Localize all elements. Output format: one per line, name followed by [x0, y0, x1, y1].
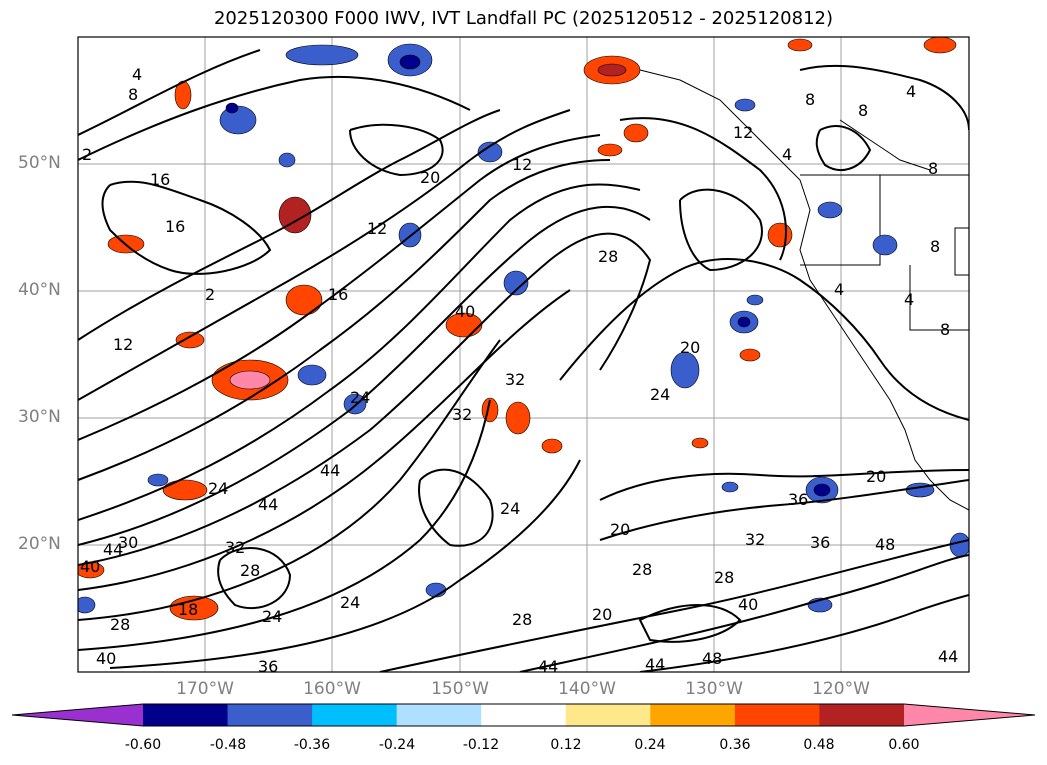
- contour-label: 24: [208, 479, 228, 498]
- colorbar-segment: [734, 704, 820, 726]
- colorbar-segment: [227, 704, 313, 726]
- contour-label: 24: [262, 607, 282, 626]
- contour-label: 24: [650, 385, 670, 404]
- contour-label: 20: [420, 168, 440, 187]
- lat-label: 30°N: [18, 407, 61, 427]
- contour-label: 2: [82, 145, 92, 164]
- contour-label: 24: [500, 499, 520, 518]
- contour-label: 28: [632, 560, 652, 579]
- contour-label: 8: [805, 90, 815, 109]
- contour-label: 40: [455, 302, 475, 321]
- colorbar-tick-label: -0.24: [378, 737, 416, 753]
- contour-label: 36: [810, 533, 830, 552]
- contour-label: 12: [733, 123, 753, 142]
- coastline: [599, 59, 969, 511]
- colorbar-segment: [650, 704, 736, 726]
- colorbar-outline: [11, 703, 1036, 727]
- contour-label: 28: [512, 610, 532, 629]
- contour-label: 12: [512, 155, 532, 174]
- map-plot: 8 4 2 16 16 12 2 16 12 20 12 28 40 32 32…: [77, 36, 970, 676]
- contour-label: 40: [80, 557, 100, 576]
- contour-label: 20: [610, 520, 630, 539]
- contour-label: 44: [258, 495, 278, 514]
- contour-label: 4: [906, 82, 916, 101]
- lon-label: 170°W: [176, 679, 234, 699]
- contour-label: 16: [165, 217, 185, 236]
- colorbar-extend-max: [904, 704, 1035, 726]
- contour-label: 8: [858, 101, 868, 120]
- contour-label: 36: [258, 657, 278, 676]
- colorbar-segment: [396, 704, 482, 726]
- colorbar-segment: [312, 704, 398, 726]
- contour-label: 8: [940, 320, 950, 339]
- contour-label: 32: [745, 530, 765, 549]
- contour-label: 40: [738, 595, 758, 614]
- contour-label: 28: [714, 568, 734, 587]
- contour-label: 4: [132, 65, 142, 84]
- contour-label: 16: [328, 285, 348, 304]
- contour-label: 32: [452, 405, 472, 424]
- lat-label: 20°N: [18, 534, 61, 554]
- contour-label: 4: [904, 290, 914, 309]
- contour-label: 12: [367, 219, 387, 238]
- colorbar-tick-label: 0.36: [719, 737, 751, 753]
- colorbar-tick-label: -0.12: [462, 737, 500, 753]
- lon-label: 120°W: [812, 679, 870, 699]
- colorbar-tick-label: 0.48: [803, 737, 835, 753]
- contour-label: 18: [178, 600, 198, 619]
- colorbar-tick-label: 0.12: [550, 737, 582, 753]
- contour-label: 24: [340, 593, 360, 612]
- contour-label: 44: [103, 540, 123, 559]
- lon-label: 130°W: [685, 679, 743, 699]
- contour-label: 20: [866, 467, 886, 486]
- map-title: 2025120300 F000 IWV, IVT Landfall PC (20…: [213, 8, 834, 29]
- contour-label: 4: [834, 280, 844, 299]
- contour-label: 8: [128, 85, 138, 104]
- colorbar-segment: [819, 704, 905, 726]
- lon-label: 140°W: [558, 679, 616, 699]
- contour-label: 8: [930, 237, 940, 256]
- contour-label: 28: [598, 247, 618, 266]
- contour-label: 4: [782, 145, 792, 164]
- contour-label: 36: [788, 490, 808, 509]
- contour-label: 28: [110, 615, 130, 634]
- contour-label: 16: [150, 170, 170, 189]
- colorbar-tick-label: 0.60: [888, 737, 920, 753]
- contour-label: 20: [680, 338, 700, 357]
- contour-label: 48: [702, 649, 722, 668]
- lat-label: 50°N: [18, 153, 61, 173]
- contour-label: 12: [113, 335, 133, 354]
- contour-label: 28: [240, 561, 260, 580]
- colorbar-segment: [565, 704, 651, 726]
- lon-label: 160°W: [303, 679, 361, 699]
- contour-label: 44: [538, 657, 558, 676]
- colorbar-segment: [143, 704, 229, 726]
- contour-label: 48: [875, 535, 895, 554]
- lon-label: 150°W: [431, 679, 489, 699]
- map-frame: [77, 36, 970, 673]
- contour-label: 24: [350, 388, 370, 407]
- contour-label: 32: [225, 538, 245, 557]
- contour-label: 30: [118, 533, 138, 552]
- colorbar-tick-label: 0.24: [634, 737, 666, 753]
- colorbar-tick-label: -0.60: [124, 737, 162, 753]
- colorbar-segment: [481, 704, 567, 726]
- lat-label: 40°N: [18, 280, 61, 300]
- contour-label: 44: [645, 655, 665, 674]
- contour-label: 20: [592, 605, 612, 624]
- colorbar-tick-label: -0.48: [209, 737, 247, 753]
- contour-label: 32: [505, 370, 525, 389]
- contour-label: 40: [96, 649, 116, 668]
- colorbar-extend-min: [12, 704, 143, 726]
- iwv-contours: [78, 49, 969, 672]
- contour-label: 2: [205, 285, 215, 304]
- colorbar-tick-label: -0.36: [293, 737, 331, 753]
- contour-labels: 8 4 2 16 16 12 2 16 12 20 12 28 40 32 32…: [80, 65, 958, 676]
- map-background: [78, 37, 969, 672]
- contour-label: 44: [320, 461, 340, 480]
- contour-label: 44: [938, 647, 958, 666]
- contour-label: 8: [928, 159, 938, 178]
